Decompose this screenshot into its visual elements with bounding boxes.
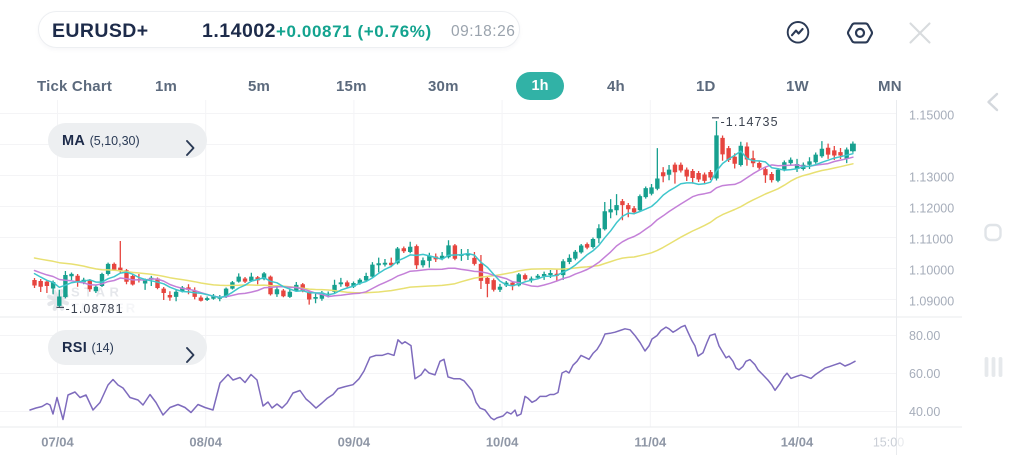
svg-text:1.09000: 1.09000 bbox=[909, 295, 954, 309]
svg-text:TRADER: TRADER bbox=[71, 301, 137, 316]
svg-text:STAR: STAR bbox=[71, 285, 123, 300]
svg-text:1.10000: 1.10000 bbox=[909, 264, 954, 278]
svg-text:14/04: 14/04 bbox=[781, 435, 814, 450]
svg-text:1.12000: 1.12000 bbox=[909, 202, 954, 216]
svg-text:-1.08781: -1.08781 bbox=[66, 302, 124, 316]
svg-text:15:00: 15:00 bbox=[873, 436, 904, 450]
svg-text:-1.14735: -1.14735 bbox=[721, 115, 779, 129]
svg-text:80.00: 80.00 bbox=[909, 329, 940, 343]
svg-text:10/04: 10/04 bbox=[486, 435, 519, 450]
svg-text:1.15000: 1.15000 bbox=[909, 109, 954, 123]
svg-text:40.00: 40.00 bbox=[909, 405, 940, 419]
svg-text:1.11000: 1.11000 bbox=[909, 233, 953, 247]
svg-text:11/04: 11/04 bbox=[634, 435, 667, 450]
svg-text:09/04: 09/04 bbox=[338, 435, 371, 450]
svg-text:08/04: 08/04 bbox=[189, 435, 222, 450]
svg-text:07/04: 07/04 bbox=[41, 435, 74, 450]
svg-text:1.13000: 1.13000 bbox=[909, 171, 954, 185]
svg-text:60.00: 60.00 bbox=[909, 367, 940, 381]
